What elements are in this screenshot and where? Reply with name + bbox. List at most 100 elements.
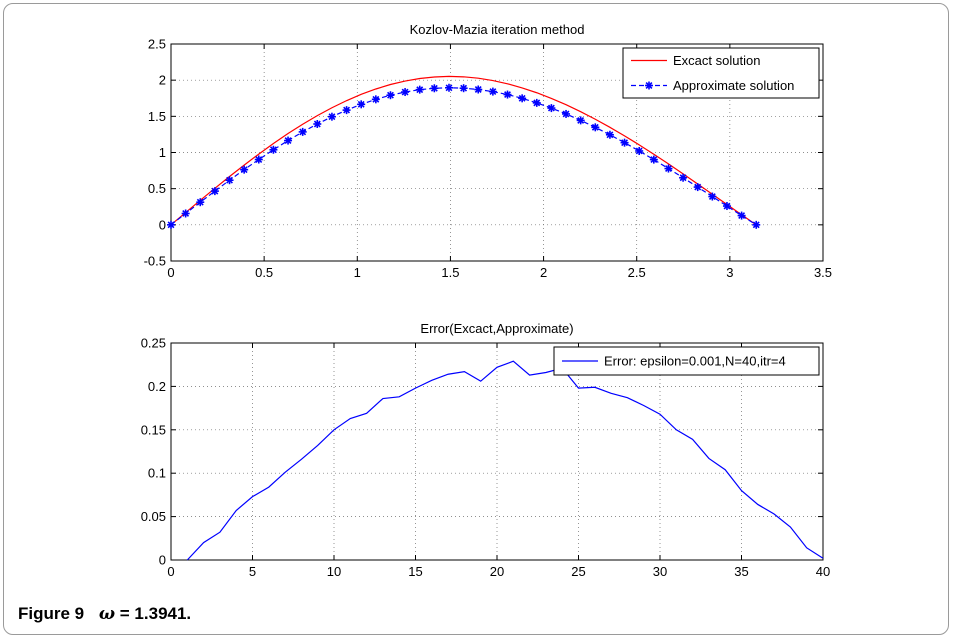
marker-stroke (313, 120, 321, 128)
data-point (371, 95, 380, 104)
marker-stroke (445, 84, 453, 92)
data-point (620, 138, 629, 147)
x-tick-label: 2 (540, 265, 547, 280)
marker-stroke (665, 165, 672, 173)
x-tick-label: 3.5 (814, 265, 832, 280)
data-point (342, 106, 351, 115)
data-point (488, 87, 497, 96)
marker-stroke (269, 146, 277, 154)
marker-stroke (430, 84, 438, 92)
y-tick-label: 0 (159, 553, 166, 568)
marker-stroke (547, 104, 555, 112)
y-tick-label: 2 (159, 73, 166, 88)
marker-stroke (504, 91, 511, 99)
legend: Excact solution Approximate solution (622, 47, 820, 99)
data-point (459, 84, 468, 93)
data-point (752, 220, 761, 229)
y-tick-label: 0.5 (148, 181, 166, 196)
marker-stroke (694, 183, 702, 191)
chart-title: Kozlov-Mazia iteration method (410, 22, 585, 37)
data-point (401, 88, 410, 97)
marker-stroke (167, 221, 175, 229)
marker-stroke (387, 91, 394, 99)
marker-stroke (752, 221, 760, 229)
y-tick-label: 1 (159, 145, 166, 160)
marker-stroke (182, 210, 190, 217)
marker-stroke (679, 174, 687, 182)
data-point (357, 100, 366, 109)
x-tick-label: 5 (249, 564, 256, 579)
data-point (562, 109, 571, 118)
marker-stroke (343, 106, 351, 114)
legend-marker (645, 81, 653, 90)
marker-stroke (645, 82, 653, 89)
data-point (664, 164, 673, 173)
marker-stroke (196, 198, 204, 206)
data-point (254, 155, 263, 164)
data-point (576, 116, 585, 125)
x-tick-label: 20 (490, 564, 504, 579)
data-point (649, 155, 658, 164)
marker-stroke (635, 147, 643, 155)
data-point (284, 136, 293, 145)
marker-stroke (255, 156, 263, 163)
y-tick-label: 0.2 (148, 379, 166, 394)
series-line (186, 360, 824, 561)
chart-1: 0 0.5 1 1.5 2 2.5 3 3.5-0.500.511.522.5Kozlov-M… (144, 22, 832, 280)
x-tick-label: 1 (354, 265, 361, 280)
chart-2: 0 5 10 15 20 25 30 35 40 0 0.05 0.1 0.15 0.2 0.25 Error… (141, 321, 831, 579)
data-point (196, 198, 205, 207)
marker-stroke (401, 88, 409, 96)
data-point (181, 209, 190, 218)
marker-stroke (226, 176, 233, 184)
series-1 (170, 75, 757, 226)
data-point (327, 112, 336, 121)
legend-label: Approximate solution (673, 78, 794, 93)
legend-label: Error: epsilon=0.001,N=40,itr=4 (604, 354, 786, 369)
marker-stroke (460, 84, 468, 92)
data-point (269, 145, 278, 154)
marker-stroke (606, 131, 614, 139)
data-point (547, 104, 556, 113)
data-point (430, 84, 439, 93)
figure-caption: Figure 9 ω = 1.3941. (18, 604, 191, 624)
marker-stroke (591, 123, 599, 131)
data-point (693, 183, 702, 192)
data-point (444, 83, 453, 92)
marker-stroke (416, 86, 424, 94)
marker-stroke (284, 137, 292, 145)
marker-stroke (738, 212, 746, 220)
data-point (240, 165, 249, 174)
y-tick-label: -0.5 (144, 254, 166, 269)
caption-symbol: ω (98, 604, 116, 624)
x-tick-label: 0 (167, 564, 174, 579)
x-tick-label: 10 (327, 564, 341, 579)
marker-stroke (489, 88, 497, 96)
legend-box (553, 346, 820, 376)
series-line (170, 75, 757, 226)
y-tick-label: 1.5 (148, 109, 166, 124)
y-tick-label: 0.15 (141, 422, 166, 437)
legend-label: Excact solution (673, 53, 760, 68)
data-point (532, 98, 541, 107)
y-tick-label: 2.5 (148, 37, 166, 52)
data-point (298, 127, 307, 136)
marker-stroke (372, 95, 380, 103)
x-tick-label: 0.5 (255, 265, 273, 280)
data-point (415, 85, 424, 94)
x-tick-label: 25 (571, 564, 585, 579)
data-point (313, 120, 322, 129)
marker-stroke (562, 110, 570, 118)
data-point (679, 173, 688, 182)
x-tick-label: 3 (726, 265, 733, 280)
marker-stroke (708, 193, 716, 200)
data-point (225, 176, 234, 185)
x-tick-label: 30 (653, 564, 667, 579)
marker-stroke (474, 86, 482, 93)
marker-stroke (533, 99, 541, 107)
data-point (591, 123, 600, 132)
x-tick-label: 35 (734, 564, 748, 579)
data-point (518, 94, 527, 103)
y-tick-label: 0.05 (141, 509, 166, 524)
